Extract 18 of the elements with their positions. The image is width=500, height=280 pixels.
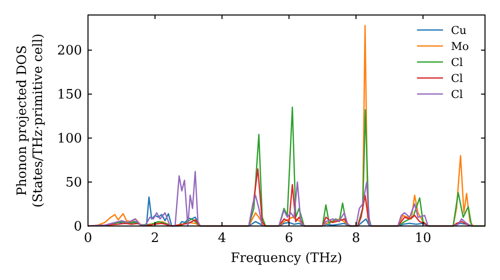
y-tick-label: 0 <box>74 220 82 234</box>
legend-label: Cu <box>451 24 467 37</box>
x-tick-label: 6 <box>284 231 294 246</box>
legend-label: Cl <box>451 56 464 69</box>
y-tick-label: 150 <box>57 88 82 103</box>
x-tick-label: 0 <box>84 231 92 246</box>
legend-label: Cl <box>451 72 464 85</box>
x-axis-title: Frequency (THz) <box>230 251 342 266</box>
y-tick-label: 200 <box>57 44 82 59</box>
legend-label: Mo <box>451 40 470 53</box>
y-tick-label: 100 <box>57 132 82 147</box>
y-axis-title: Phonon projected DOS (States/THz·primitive cell) <box>15 33 46 208</box>
y-tick-label: 50 <box>65 176 82 191</box>
x-tick-label: 2 <box>150 231 160 246</box>
x-tick-label: 10 <box>414 231 432 246</box>
x-tick-label: 4 <box>218 231 226 246</box>
legend-label: Cl <box>451 88 464 101</box>
x-tick-label: 8 <box>352 231 360 246</box>
